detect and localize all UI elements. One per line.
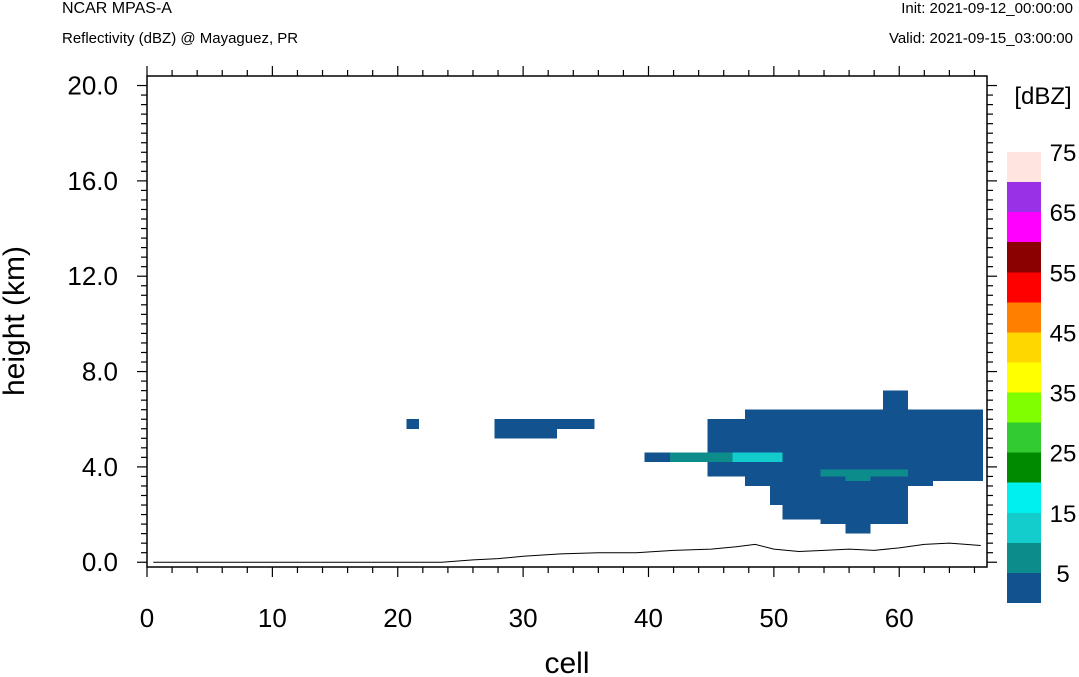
colorbar-swatch-2 — [1007, 512, 1041, 543]
colorbar-swatch-11 — [1007, 242, 1041, 273]
x-axis-label: cell — [544, 647, 589, 677]
reflectivity-cell-17 — [732, 452, 783, 463]
x-axis: 0 10 20 30 40 50 60 — [140, 66, 976, 633]
colorbar-swatch-7 — [1007, 362, 1041, 393]
colorbar-swatch-1 — [1007, 542, 1041, 573]
colorbar-swatch-4 — [1007, 452, 1041, 483]
reflectivity-cell-15 — [820, 469, 909, 477]
y-tick-label: 0.0 — [82, 547, 118, 577]
colorbar-label: 15 — [1050, 501, 1077, 528]
reflectivity-cell-7 — [782, 409, 821, 520]
colorbar-label: 65 — [1050, 200, 1077, 227]
plot-frame — [146, 75, 988, 568]
colorbar-swatch-13 — [1007, 182, 1041, 213]
valid-time: Valid: 2021-09-15_03:00:00 — [888, 30, 1073, 47]
colorbar-label: 5 — [1056, 561, 1069, 588]
reflectivity-cell-0 — [406, 419, 420, 429]
reflectivity-cell-1 — [494, 419, 557, 439]
x-tick-label: 10 — [258, 603, 287, 633]
reflectivity-cell-3 — [644, 452, 670, 463]
colorbar-label: 55 — [1050, 260, 1077, 287]
colorbar-label: 75 — [1050, 140, 1077, 167]
y-tick-label: 12.0 — [67, 261, 118, 291]
reflectivity-cell-14 — [669, 452, 733, 463]
y-axis: 0.0 4.0 8.0 12.0 16.0 20.0 — [67, 71, 997, 577]
model-title: NCAR MPAS-A — [62, 0, 172, 17]
reflectivity-cell-11 — [882, 390, 909, 525]
terrain-polyline — [153, 542, 981, 563]
init-time: Init: 2021-09-12_00:00:00 — [901, 0, 1073, 17]
x-tick-label: 60 — [885, 603, 914, 633]
y-tick-label: 4.0 — [82, 452, 118, 482]
colorbar-swatch-5 — [1007, 422, 1041, 453]
y-tick-label: 20.0 — [67, 71, 118, 101]
colorbar-swatch-6 — [1007, 392, 1041, 423]
reflectivity-cell-13 — [933, 409, 984, 482]
colorbar-swatch-3 — [1007, 482, 1041, 513]
reflectivity-cell-2 — [556, 419, 595, 429]
x-tick-label: 30 — [509, 603, 538, 633]
reflectivity-cell-12 — [908, 409, 934, 486]
colorbar-swatch-14 — [1007, 152, 1041, 183]
reflectivity-cell-4 — [707, 419, 746, 477]
x-tick-label: 50 — [759, 603, 788, 633]
colorbar-swatch-9 — [1007, 302, 1041, 333]
colorbar-label: 35 — [1050, 381, 1077, 408]
y-tick-label: 8.0 — [82, 357, 118, 387]
terrain-line — [153, 542, 981, 563]
colorbar-swatch-12 — [1007, 212, 1041, 243]
colorbar: 5 15 25 35 45 55 65 75 — [1007, 140, 1076, 603]
y-tick-label: 16.0 — [67, 166, 118, 196]
reflectivity-cell-5 — [745, 409, 771, 486]
plot-border — [146, 75, 988, 568]
colorbar-swatch-0 — [1007, 572, 1041, 603]
colorbar-swatch-10 — [1007, 272, 1041, 303]
x-tick-label: 0 — [140, 603, 154, 633]
reflectivity-cell-8 — [820, 409, 846, 525]
colorbar-label: 45 — [1050, 320, 1077, 347]
colorbar-swatch-8 — [1007, 332, 1041, 363]
reflectivity-cell-16 — [845, 474, 871, 482]
x-tick-label: 40 — [634, 603, 663, 633]
colorbar-units: [dBZ] — [1014, 83, 1071, 110]
reflectivity-cell-10 — [870, 409, 883, 525]
colorbar-label: 25 — [1050, 441, 1077, 468]
reflectivity-regions — [406, 390, 984, 534]
field-title: Reflectivity (dBZ) @ Mayaguez, PR — [62, 30, 299, 47]
x-tick-label: 20 — [383, 603, 412, 633]
y-axis-label: height (km) — [0, 246, 31, 396]
